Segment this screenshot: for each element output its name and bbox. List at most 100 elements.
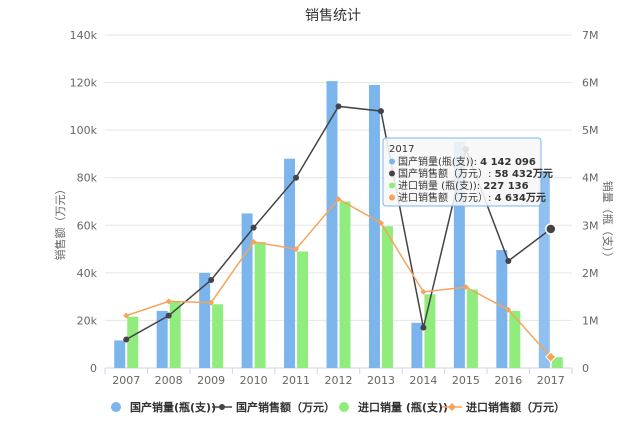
y-left-tick-label: 20k bbox=[77, 314, 98, 327]
bar-domestic-volume[interactable] bbox=[241, 213, 253, 368]
point-domestic-sales[interactable] bbox=[208, 276, 215, 283]
bar-import-volume[interactable] bbox=[212, 304, 224, 368]
tooltip-row: 进口销售额（万元）: 4 634万元 bbox=[398, 191, 546, 204]
point-import-sales[interactable] bbox=[462, 284, 469, 291]
bar-import-volume[interactable] bbox=[381, 226, 393, 368]
y-left-tick-label: 0 bbox=[90, 362, 97, 375]
bar-layer bbox=[114, 81, 563, 368]
chart-title: 销售统计 bbox=[305, 8, 361, 24]
tooltip-box bbox=[382, 137, 542, 207]
tooltip-row: 进口销量 (瓶(支)): 227 136 bbox=[398, 179, 529, 192]
bar-import-volume[interactable] bbox=[169, 301, 181, 368]
x-tick-label: 2016 bbox=[494, 374, 522, 387]
legend-symbol bbox=[111, 402, 121, 412]
legend-symbol bbox=[339, 402, 349, 412]
bar-domestic-volume[interactable] bbox=[199, 272, 211, 368]
bar-domestic-volume[interactable] bbox=[496, 250, 508, 368]
bar-domestic-volume[interactable] bbox=[284, 158, 296, 368]
x-tick-label: 2012 bbox=[325, 374, 353, 387]
bar-import-volume[interactable] bbox=[466, 289, 478, 368]
x-tick-label: 2009 bbox=[197, 374, 225, 387]
point-domestic-sales[interactable] bbox=[250, 224, 257, 231]
point-import-sales[interactable] bbox=[250, 238, 257, 245]
legend: 国产销量(瓶(支)) 国产销售额（万元） 进口销量 (瓶(支)) 进口销售额（万元） bbox=[111, 400, 565, 414]
legend-item[interactable]: 国产销量(瓶(支)) bbox=[111, 400, 216, 414]
tooltip-marker bbox=[389, 194, 395, 201]
bar-domestic-volume[interactable] bbox=[156, 310, 168, 368]
tooltip-marker bbox=[389, 182, 395, 189]
point-import-sales[interactable] bbox=[505, 306, 512, 313]
grid-layer bbox=[105, 34, 572, 369]
bar-import-volume[interactable] bbox=[551, 357, 563, 368]
point-domestic-sales[interactable] bbox=[335, 103, 342, 110]
bar-domestic-volume[interactable] bbox=[411, 322, 423, 368]
point-domestic-sales[interactable] bbox=[123, 336, 130, 343]
y-right-tick-label: 6M bbox=[582, 77, 599, 90]
y-left-tick-label: 120k bbox=[70, 77, 98, 90]
bar-domestic-volume[interactable] bbox=[538, 170, 550, 368]
bar-import-volume[interactable] bbox=[424, 294, 436, 368]
point-import-sales[interactable] bbox=[377, 219, 384, 226]
bar-import-volume[interactable] bbox=[297, 251, 309, 368]
point-import-sales[interactable] bbox=[545, 351, 557, 363]
line-import-sales bbox=[125, 198, 552, 358]
axis-layer: 销售额（万元） 销量（瓶（支）） 0 0 20k 1M 40k 2M 60k 3M 80k 4M 1… bbox=[53, 29, 615, 387]
point-import-sales[interactable] bbox=[208, 299, 215, 306]
y-left-tick-label: 140k bbox=[70, 29, 98, 42]
y-right-tick-label: 5M bbox=[582, 124, 599, 137]
y-right-axis-label: 销量（瓶（支）） bbox=[601, 181, 615, 264]
y-left-axis-label: 销售额（万元） bbox=[53, 184, 67, 261]
tooltip-header: 2017 bbox=[389, 144, 414, 155]
legend-label: 国产销量(瓶(支)) bbox=[130, 400, 216, 414]
legend-label: 国产销售额（万元） bbox=[236, 400, 335, 414]
y-right-tick-label: 7M bbox=[582, 29, 599, 42]
bar-domestic-volume[interactable] bbox=[326, 81, 338, 368]
point-import-sales[interactable] bbox=[335, 196, 342, 203]
point-domestic-sales[interactable] bbox=[377, 108, 384, 115]
legend-symbol bbox=[448, 403, 456, 411]
bar-import-volume[interactable] bbox=[339, 201, 351, 369]
y-right-tick-label: 3M bbox=[582, 219, 599, 232]
y-right-tick-label: 4M bbox=[582, 172, 599, 185]
tooltip-row: 国产销售额（万元）: 58 432万元 bbox=[398, 167, 553, 180]
point-import-sales[interactable] bbox=[293, 246, 300, 253]
point-import-sales[interactable] bbox=[123, 312, 130, 319]
legend-label: 进口销量 (瓶(支)) bbox=[358, 400, 448, 414]
point-domestic-sales[interactable] bbox=[165, 312, 172, 319]
bar-import-volume[interactable] bbox=[254, 241, 266, 368]
legend-item[interactable]: 进口销售额（万元） bbox=[442, 400, 565, 414]
tooltip-marker bbox=[389, 158, 395, 165]
bar-import-volume[interactable] bbox=[127, 316, 139, 368]
bar-domestic-volume[interactable] bbox=[368, 84, 380, 368]
x-tick-label: 2008 bbox=[155, 374, 183, 387]
x-tick-label: 2014 bbox=[409, 374, 437, 387]
legend-symbol bbox=[219, 404, 225, 410]
y-left-tick-label: 100k bbox=[70, 124, 98, 137]
point-domestic-sales[interactable] bbox=[293, 174, 300, 181]
x-tick-label: 2010 bbox=[240, 374, 268, 387]
point-domestic-sales[interactable] bbox=[545, 223, 557, 235]
legend-item[interactable]: 进口销量 (瓶(支)) bbox=[339, 400, 448, 414]
x-tick-label: 2011 bbox=[282, 374, 310, 387]
tooltip-row: 国产销量(瓶(支)): 4 142 096 bbox=[398, 155, 536, 168]
y-right-tick-label: 1M bbox=[582, 314, 599, 327]
y-left-tick-label: 40k bbox=[77, 267, 98, 280]
legend-item[interactable]: 国产销售额（万元） bbox=[212, 400, 335, 414]
x-tick-label: 2013 bbox=[367, 374, 395, 387]
bar-domestic-volume[interactable] bbox=[114, 340, 126, 368]
y-left-tick-label: 80k bbox=[77, 172, 98, 185]
point-domestic-sales[interactable] bbox=[420, 324, 427, 331]
point-domestic-sales[interactable] bbox=[505, 257, 512, 264]
bar-domestic-volume[interactable] bbox=[453, 142, 465, 368]
point-import-sales[interactable] bbox=[420, 288, 427, 295]
legend-label: 进口销售额（万元） bbox=[466, 400, 565, 414]
y-right-tick-label: 0 bbox=[582, 362, 589, 375]
x-tick-label: 2017 bbox=[537, 374, 565, 387]
point-import-sales[interactable] bbox=[165, 298, 172, 305]
bar-import-volume[interactable] bbox=[509, 310, 521, 368]
x-tick-label: 2007 bbox=[112, 374, 140, 387]
y-right-tick-label: 2M bbox=[582, 267, 599, 280]
